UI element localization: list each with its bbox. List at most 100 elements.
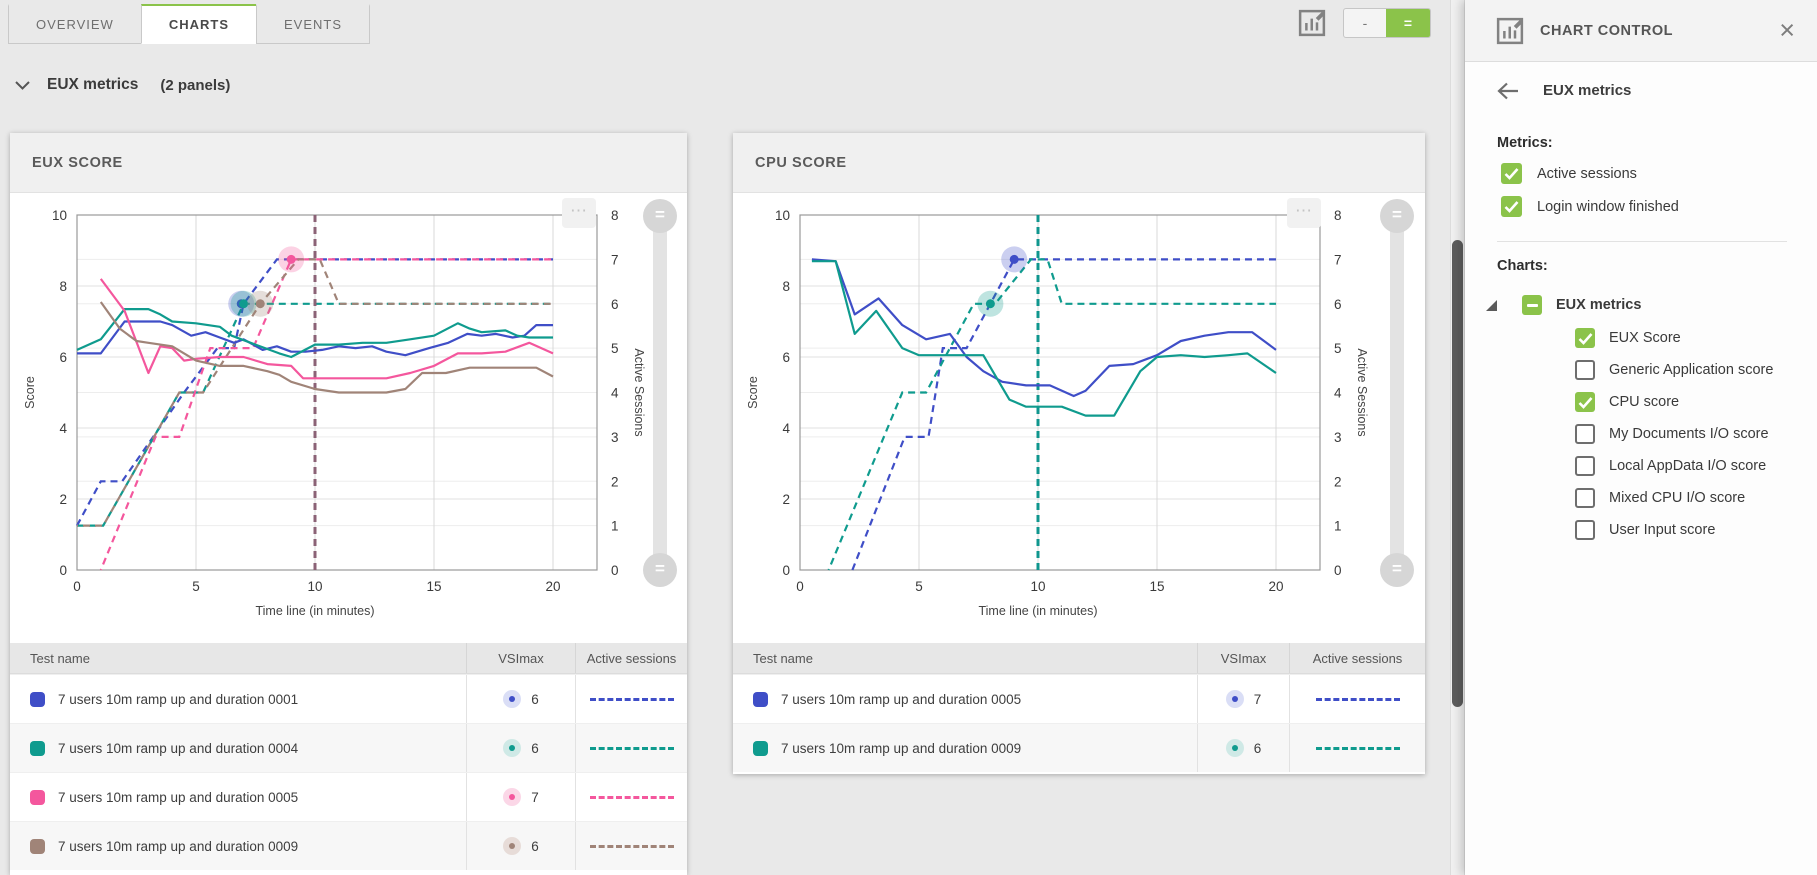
column-header-vsimax: VSImax: [1197, 643, 1290, 673]
svg-text:Time line (in minutes): Time line (in minutes): [978, 604, 1097, 618]
vsimax-value: 7: [1253, 691, 1262, 707]
series-color-swatch: [30, 740, 45, 756]
zoom-slider-handle-bottom[interactable]: =: [643, 553, 677, 587]
metrics-section-label: Metrics:: [1497, 135, 1553, 151]
tree-item-checkbox[interactable]: [1575, 456, 1595, 476]
series-color-swatch: [30, 838, 45, 854]
vsimax-cell: 7: [466, 773, 576, 821]
sessions-dash-line: [589, 844, 674, 848]
scrollbar-thumb[interactable]: [1452, 240, 1463, 707]
tree-item-eux-score: EUX Score: [1575, 322, 1817, 354]
legend-table: Test name VSImax Active sessions 7 users 10…: [10, 643, 687, 870]
svg-text:10: 10: [775, 208, 790, 223]
tree-item-checkbox[interactable]: [1575, 520, 1595, 540]
svg-text:2: 2: [59, 492, 67, 507]
panel-cpu-score: CPU SCORE 0 2 4 6 8 10 0 1 2 3 4 5 6 7 8 0 5 10 15 20 Score A…: [733, 133, 1425, 774]
collapse-chevron-icon[interactable]: [14, 80, 31, 91]
tab-events[interactable]: EVENTS: [256, 4, 371, 44]
tree-item-checkbox[interactable]: [1575, 360, 1595, 380]
more-handle-icon[interactable]: ⋯: [562, 198, 596, 228]
group-header: EUX metrics (2 panels): [14, 76, 230, 94]
column-header-active-sessions: Active sessions: [1312, 650, 1403, 666]
more-handle-icon[interactable]: ⋯: [1287, 198, 1321, 228]
vsimax-badge: [503, 788, 522, 806]
active-sessions-cell: [1290, 675, 1425, 723]
tree-item-label: EUX metrics: [1556, 297, 1642, 313]
tree-item-generic-application-score: Generic Application score: [1575, 354, 1817, 386]
vsimax-value: 6: [531, 740, 539, 756]
tree-item-checkbox[interactable]: [1575, 328, 1595, 348]
zoom-slider-handle-bottom[interactable]: =: [1380, 553, 1414, 587]
svg-text:6: 6: [1334, 297, 1342, 312]
svg-text:2: 2: [1334, 474, 1342, 489]
test-name-cell: 7 users 10m ramp up and duration 0001: [10, 675, 466, 723]
charts-tree: EUX metrics EUX Score Generic Application…: [1465, 288, 1817, 546]
sessions-dash-line: [589, 795, 674, 799]
chart-control-title: CHART CONTROL: [1540, 22, 1673, 39]
tab-charts[interactable]: CHARTS: [140, 4, 258, 44]
vsimax-badge: [503, 739, 522, 757]
back-arrow-icon[interactable]: [1495, 79, 1521, 103]
column-header-vsimax: VSImax: [466, 643, 576, 673]
eux-score-chart: 0 2 4 6 8 10 0 1 2 3 4 5 6 7 8 0 5 10 15 20 Score Active Sess…: [23, 208, 646, 618]
column-header-test-name: Test name: [30, 650, 90, 666]
test-name-label: 7 users 10m ramp up and duration 0001: [58, 691, 299, 707]
test-name-cell: 7 users 10m ramp up and duration 0009: [10, 822, 466, 870]
svg-text:0: 0: [796, 579, 804, 594]
sessions-dash-line: [589, 746, 674, 750]
eux-metrics-checkbox[interactable]: [1522, 295, 1542, 315]
panel-title: EUX SCORE: [32, 155, 123, 171]
tree-item-checkbox[interactable]: [1575, 392, 1595, 412]
group-title: EUX metrics: [47, 76, 139, 93]
svg-text:Active Sessions: Active Sessions: [1355, 348, 1369, 436]
series-color-swatch: [30, 789, 45, 805]
layout-grid-button[interactable]: =: [1386, 9, 1430, 37]
tree-item-label: Generic Application score: [1609, 362, 1774, 378]
tree-item-checkbox[interactable]: [1575, 424, 1595, 444]
tab-overview[interactable]: OVERVIEW: [8, 4, 142, 44]
tree-children: EUX Score Generic Application score CPU sc…: [1465, 322, 1817, 546]
tree-item-checkbox[interactable]: [1575, 488, 1595, 508]
metric-checkbox[interactable]: [1501, 196, 1522, 217]
zoom-slider-handle-top[interactable]: =: [643, 199, 677, 233]
chart-control-subheader: EUX metrics: [1465, 62, 1817, 119]
zoom-slider-track[interactable]: [1390, 216, 1404, 570]
vsimax-value: 6: [1253, 740, 1262, 756]
close-icon[interactable]: ×: [1779, 15, 1795, 45]
tree-expander-icon[interactable]: [1486, 299, 1497, 311]
svg-text:7: 7: [611, 252, 619, 267]
svg-text:8: 8: [59, 279, 67, 294]
group-panel-count: (2 panels): [160, 76, 231, 94]
panel-eux-score: EUX SCORE 0 2 4 6 8 10 0 1 2 3 4 5 6 7 8 0 5 10 15 20 Score A…: [10, 133, 687, 875]
svg-text:1: 1: [1334, 519, 1342, 534]
zoom-slider-track[interactable]: [653, 216, 667, 570]
table-row[interactable]: 7 users 10m ramp up and duration 0005 7: [733, 674, 1425, 723]
column-header-test-name: Test name: [753, 650, 813, 666]
chart-control-header: CHART CONTROL ×: [1465, 0, 1817, 62]
zoom-slider-handle-top[interactable]: =: [1380, 199, 1414, 233]
table-row[interactable]: 7 users 10m ramp up and duration 0009 6: [10, 821, 687, 870]
table-row[interactable]: 7 users 10m ramp up and duration 0004 6: [10, 723, 687, 772]
table-row[interactable]: 7 users 10m ramp up and duration 0001 6: [10, 674, 687, 723]
legend-table: Test name VSImax Active sessions 7 users 10…: [733, 643, 1425, 772]
table-row[interactable]: 7 users 10m ramp up and duration 0009 6: [733, 723, 1425, 772]
svg-text:3: 3: [611, 430, 619, 445]
tree-item-label: EUX Score: [1609, 330, 1681, 346]
svg-text:0: 0: [611, 563, 619, 578]
vsimax-value: 6: [531, 838, 539, 854]
svg-text:Time line (in minutes): Time line (in minutes): [255, 604, 374, 618]
chart-edit-icon[interactable]: [1297, 8, 1327, 38]
sessions-dash-line: [589, 697, 674, 701]
svg-text:20: 20: [1268, 579, 1283, 594]
svg-text:8: 8: [611, 208, 619, 223]
tree-item-label: Mixed CPU I/O score: [1609, 490, 1746, 506]
cpu-score-chart: 0 2 4 6 8 10 0 1 2 3 4 5 6 7 8 0 5 10 15 20 Score Active Sess…: [746, 208, 1369, 618]
svg-text:2: 2: [611, 474, 619, 489]
svg-text:15: 15: [426, 579, 441, 594]
svg-text:5: 5: [192, 579, 200, 594]
metric-checkbox[interactable]: [1501, 163, 1522, 184]
test-name-label: 7 users 10m ramp up and duration 0004: [58, 740, 299, 756]
layout-single-button[interactable]: -: [1362, 15, 1368, 31]
test-name-label: 7 users 10m ramp up and duration 0009: [58, 838, 299, 854]
table-row[interactable]: 7 users 10m ramp up and duration 0005 7: [10, 772, 687, 821]
